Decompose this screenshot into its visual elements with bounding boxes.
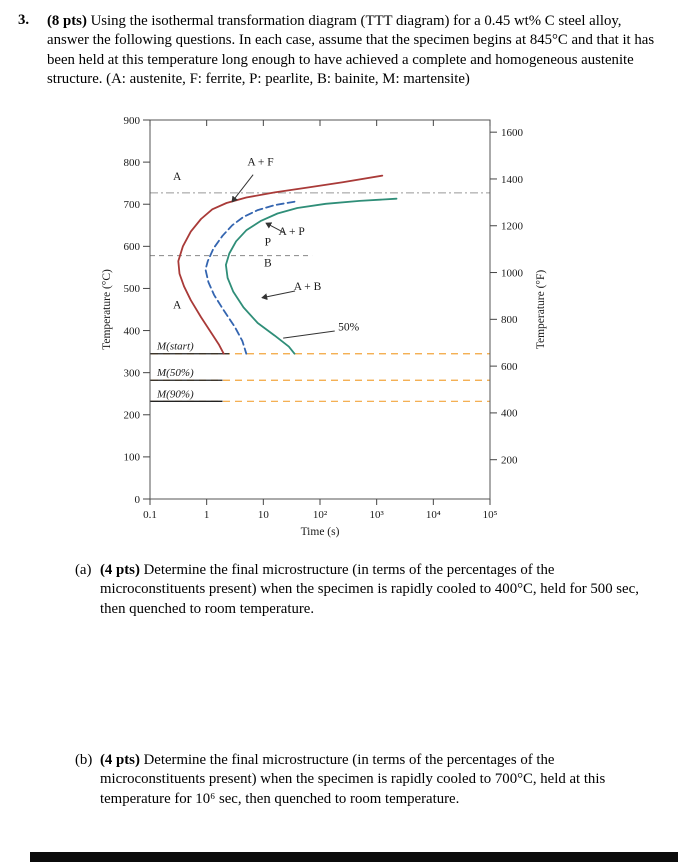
part-b-label: (b) bbox=[75, 752, 93, 768]
y-left-tick-label: 800 bbox=[124, 157, 141, 169]
label-leader bbox=[261, 290, 296, 301]
footer-bar bbox=[30, 852, 678, 862]
label-leader bbox=[283, 330, 335, 339]
part-b-text: Determine the final microstructure (in t… bbox=[100, 752, 606, 807]
y-right-tick-label: 800 bbox=[501, 314, 518, 326]
x-tick-label: 1 bbox=[204, 509, 210, 521]
x-tick-label: 10² bbox=[313, 509, 328, 521]
martensite-line-label: M(start) bbox=[156, 341, 194, 353]
x-axis-title: Time (s) bbox=[301, 526, 340, 538]
region-label: A + B bbox=[294, 281, 322, 293]
problem-statement: 3. (8 pts) Using the isothermal transfor… bbox=[18, 12, 666, 89]
y-right-tick-label: 400 bbox=[501, 408, 518, 420]
x-tick-label: 10³ bbox=[370, 509, 385, 521]
problem-text-paragraph: (8 pts) Using the isothermal transformat… bbox=[47, 12, 666, 89]
y-left-tick-label: 600 bbox=[124, 241, 141, 253]
region-label: B bbox=[264, 258, 272, 270]
y-left-tick-label: 900 bbox=[124, 115, 141, 127]
y-left-tick-label: 0 bbox=[135, 494, 141, 506]
part-a: (a) (4 pts) Determine the final microstr… bbox=[75, 561, 648, 619]
y-right-tick-label: 1000 bbox=[501, 267, 524, 279]
y-left-tick-label: 200 bbox=[124, 410, 141, 422]
region-label: A bbox=[173, 300, 182, 312]
y-left-tick-label: 400 bbox=[124, 325, 141, 337]
ttt-diagram: M(start) M(50%) M(90%) 0 100 200 300 400 500 600 7… bbox=[95, 112, 565, 557]
x-tick-label: 10⁵ bbox=[483, 509, 498, 521]
region-label: A + P bbox=[279, 226, 305, 238]
y-left-tick-label: 700 bbox=[124, 199, 141, 211]
y-axis-title-right: Temperature (°F) bbox=[535, 270, 547, 350]
y-right-tick-label: 1200 bbox=[501, 221, 524, 233]
transformation-curve-1 bbox=[204, 200, 296, 355]
part-a-label: (a) bbox=[75, 562, 92, 578]
region-label: P bbox=[265, 236, 271, 248]
problem-text: Using the isothermal transformation diag… bbox=[47, 13, 655, 87]
region-label: 50% bbox=[338, 322, 360, 334]
y-axis-title-left: Temperature (°C) bbox=[101, 269, 113, 350]
problem-number: 3. bbox=[18, 12, 30, 28]
part-a-points: (4 pts) bbox=[100, 562, 140, 578]
y-left-tick-label: 100 bbox=[124, 452, 141, 464]
ttt-chart-svg: M(start) M(50%) M(90%) 0 100 200 300 400 500 600 7… bbox=[101, 115, 547, 538]
x-tick-label: 10⁴ bbox=[426, 509, 441, 521]
x-tick-label: 0.1 bbox=[143, 509, 157, 521]
martensite-line-label: M(50%) bbox=[156, 367, 194, 379]
problem-points: (8 pts) bbox=[47, 13, 87, 29]
y-right-tick-label: 600 bbox=[501, 361, 518, 373]
martensite-line-label: M(90%) bbox=[156, 388, 194, 400]
y-right-tick-label: 1400 bbox=[501, 174, 524, 186]
label-leader bbox=[265, 222, 284, 233]
part-a-paragraph: (4 pts) Determine the final microstructu… bbox=[100, 561, 648, 619]
part-b: (b) (4 pts) Determine the final microstr… bbox=[75, 751, 658, 809]
part-b-points: (4 pts) bbox=[100, 752, 140, 768]
region-label: A bbox=[173, 171, 182, 183]
label-leader bbox=[231, 174, 254, 203]
transformation-curve-0 bbox=[177, 174, 384, 355]
y-right-tick-label: 200 bbox=[501, 454, 518, 466]
plot-frame bbox=[149, 119, 491, 500]
x-tick-label: 10 bbox=[258, 509, 270, 521]
region-label: A + F bbox=[247, 156, 273, 168]
y-left-tick-label: 500 bbox=[124, 283, 141, 295]
part-a-text: Determine the final microstructure (in t… bbox=[100, 562, 639, 617]
y-right-tick-label: 1600 bbox=[501, 127, 524, 139]
y-left-tick-label: 300 bbox=[124, 367, 141, 379]
transformation-curve-2 bbox=[225, 197, 398, 355]
part-b-paragraph: (4 pts) Determine the final microstructu… bbox=[100, 751, 658, 809]
